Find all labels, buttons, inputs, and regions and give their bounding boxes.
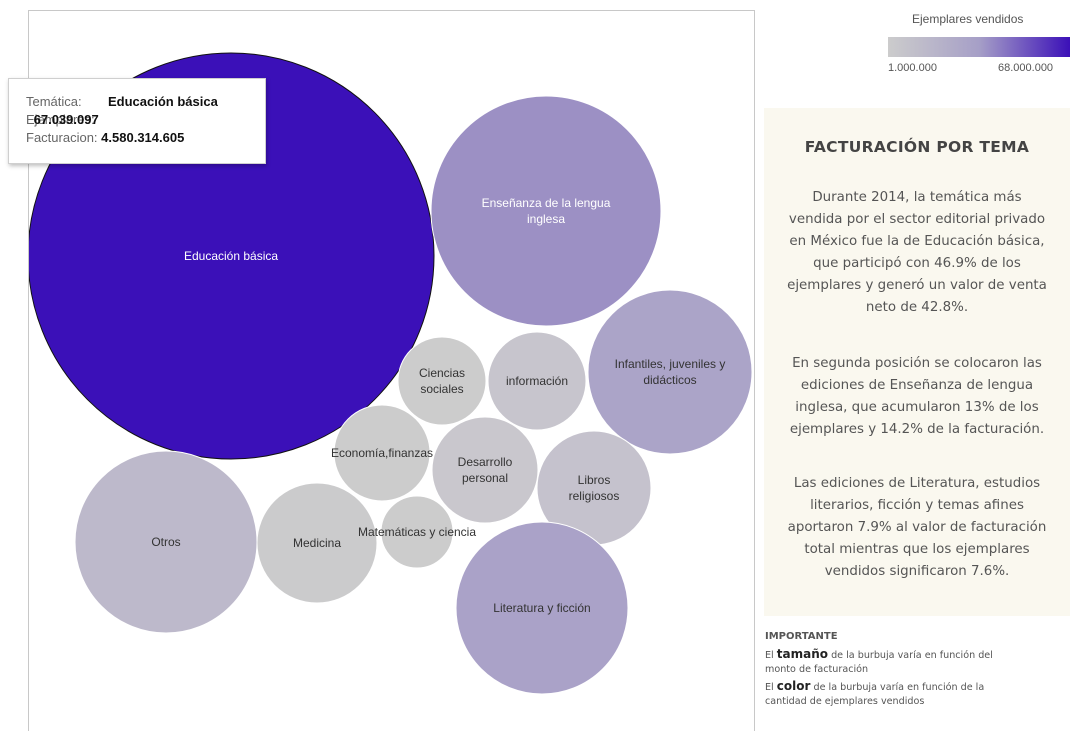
paragraph-1: Durante 2014, la temática más vendida po… xyxy=(764,187,1070,319)
paragraph-line: que participó con 46.9% de los xyxy=(813,256,1021,271)
note-emphasis: color xyxy=(776,679,811,693)
tooltip-key: Facturacion: xyxy=(26,130,98,145)
paragraph-line: literarios, ficción y temas afines xyxy=(810,498,1024,513)
tooltip-key: Temática: xyxy=(26,94,82,109)
paragraph-line: ejemplares y 14.2% de la facturación. xyxy=(789,422,1045,437)
bubble-label: religiosos xyxy=(569,489,620,503)
legend-title: Ejemplares vendidos xyxy=(912,12,1024,26)
note-color: El color de la burbuja varía en función … xyxy=(765,678,1065,696)
legend-min-label: 1.000.000 xyxy=(888,62,937,74)
bubble-literatura-y-ficción[interactable] xyxy=(455,521,629,695)
notes-heading: IMPORTANTE xyxy=(765,631,838,642)
paragraph-line: En segunda posición se colocaron las xyxy=(792,356,1042,371)
bubble-label: Literatura y ficción xyxy=(493,601,590,615)
note-text: de la burbuja varía en función del xyxy=(831,650,993,661)
paragraph-line: ediciones de Enseñanza de lengua xyxy=(800,378,1034,393)
tooltip-key: Ejemplares: xyxy=(26,112,95,127)
tooltip-row-ejemplares: Ejemplares: 67.039.097 xyxy=(26,111,265,129)
paragraph-line: neto de 42.8%. xyxy=(865,300,969,315)
tooltip-value: 4.580.314.605 xyxy=(101,130,185,145)
paragraph-line: inglesa, que acumularon 13% de los xyxy=(795,400,1039,415)
paragraph-line: ejemplares y generó un valor de venta xyxy=(787,278,1047,293)
legend-max-label: 68.000.000 xyxy=(998,62,1054,74)
bubble-label: Infantiles, juveniles y xyxy=(615,357,726,371)
bubble-label: didácticos xyxy=(643,373,696,387)
bubble-label: sociales xyxy=(420,382,463,396)
tooltip-value: Educación básica xyxy=(108,94,218,109)
bubble-label: Matemáticas y ciencia xyxy=(358,525,476,539)
note-color-cont: cantidad de ejemplares vendidos xyxy=(765,696,925,707)
paragraph-line: vendidos significaron 7.6%. xyxy=(824,564,1010,579)
bubble-ciencias-sociales[interactable] xyxy=(397,336,487,426)
bubble-label: Libros xyxy=(578,473,611,487)
bubble-enseñanza-de-la-lengua-inglesa[interactable] xyxy=(430,95,662,327)
note-text: de la burbuja varía en función de la xyxy=(813,682,985,693)
paragraph-line: Durante 2014, la temática más xyxy=(812,190,1022,205)
note-emphasis: tamaño xyxy=(776,647,829,661)
tooltip-row-tematica: Temática: Educación básica xyxy=(26,93,265,111)
paragraph-line: vendida por el sector editorial privado xyxy=(788,212,1046,227)
bubble-label: inglesa xyxy=(527,212,565,226)
panel-title: FACTURACIÓN POR TEMA xyxy=(804,138,1030,156)
bubble-label: Medicina xyxy=(293,536,341,550)
bubble-label: información xyxy=(506,374,568,388)
bubble-infantiles-juveniles-y-didácticos[interactable] xyxy=(587,289,753,455)
bubble-tooltip: Temática: Educación básica Ejemplares: 67… xyxy=(8,78,266,164)
bubble-label: Educación básica xyxy=(184,249,278,263)
paragraph-2: En segunda posición se colocaron las edi… xyxy=(764,353,1070,441)
bubble-información[interactable] xyxy=(487,331,587,431)
tooltip-row-facturacion: Facturacion: 4.580.314.605 xyxy=(26,129,265,147)
paragraph-line: aportaron 7.9% al valor de facturación xyxy=(787,520,1047,535)
bubble-label: Desarrollo xyxy=(458,455,513,469)
paragraph-line: Las ediciones de Literatura, estudios xyxy=(793,476,1041,491)
paragraph-3: Las ediciones de Literatura, estudios li… xyxy=(764,473,1070,583)
paragraph-line: en México fue la de Educación básica, xyxy=(789,234,1045,249)
note-size: El tamaño de la burbuja varía en función… xyxy=(765,646,1065,664)
color-legend-gradient xyxy=(888,37,1070,57)
bubble-economía-finanzas[interactable] xyxy=(333,404,431,502)
note-size-cont: monto de facturación xyxy=(765,664,869,675)
bubble-otros[interactable] xyxy=(74,450,258,634)
bubble-label: personal xyxy=(462,471,508,485)
note-text: El xyxy=(765,650,774,661)
note-text: El xyxy=(765,682,774,693)
bubble-label: Economía,finanzas xyxy=(331,446,433,460)
bubble-desarrollo-personal[interactable] xyxy=(431,416,539,524)
paragraph-line: total mientras que los ejemplares xyxy=(804,542,1030,557)
bubble-label: Ciencias xyxy=(419,366,465,380)
summary-panel: FACTURACIÓN POR TEMA Durante 2014, la te… xyxy=(764,108,1070,616)
tooltip-value: 67.039.097 xyxy=(33,112,99,127)
bubble-label: Enseñanza de la lengua xyxy=(482,196,611,210)
bubble-label: Otros xyxy=(151,535,180,549)
bubble-matemáticas-y-ciencia[interactable] xyxy=(380,495,454,569)
